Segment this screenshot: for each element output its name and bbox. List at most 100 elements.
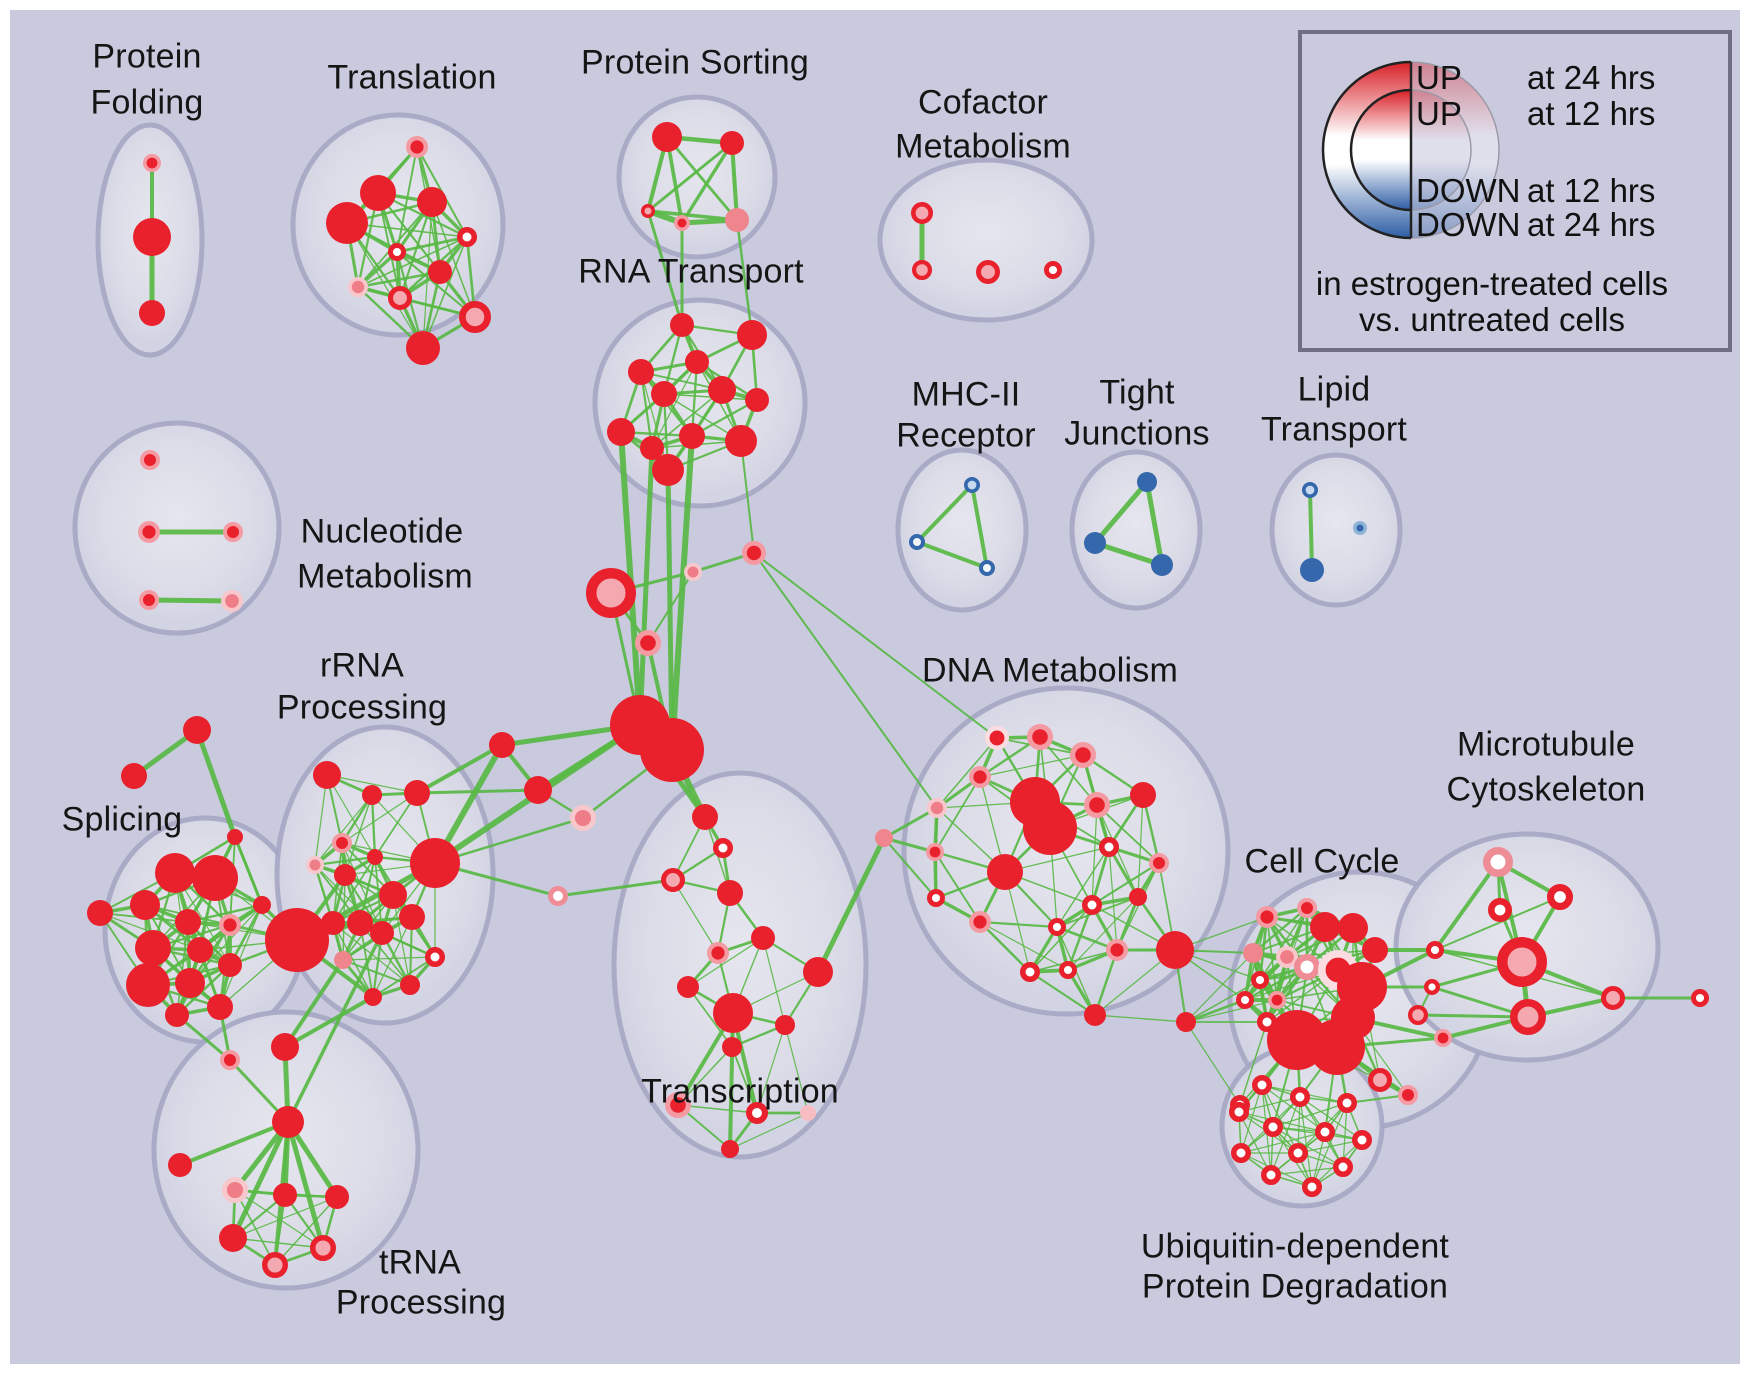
network-node-s-31 xyxy=(640,436,664,460)
network-node-s-69 xyxy=(187,937,213,963)
network-node-pr-120 xyxy=(1026,723,1053,750)
network-node-s-83 xyxy=(367,849,383,865)
network-mesh-edge xyxy=(729,1112,809,1150)
network-node-rw-166 xyxy=(1337,1093,1357,1113)
legend-up-12-label: UP xyxy=(1416,95,1462,132)
network-mesh-edge xyxy=(1091,804,1098,906)
network-node-rp-101 xyxy=(262,1251,289,1278)
network-node-s-97 xyxy=(273,1183,297,1207)
legend-up-24-time: at 24 hrs xyxy=(1527,59,1656,96)
network-node-rw-156 xyxy=(1235,990,1254,1009)
network-node-s-148 xyxy=(1362,937,1388,963)
network-node-rw-164 xyxy=(1252,1075,1272,1095)
network-node-pp-96 xyxy=(222,1176,249,1203)
network-node-s-1 xyxy=(133,218,171,256)
cluster-label-rna-transport: RNA Transport xyxy=(578,252,804,291)
network-node-pp-123 xyxy=(927,798,948,819)
network-node-p-124 xyxy=(875,829,893,847)
network-mesh-edge xyxy=(1240,1131,1326,1154)
network-node-s-103 xyxy=(271,1033,299,1061)
network-mesh-edge xyxy=(677,1104,758,1114)
cluster-label-lipid-transport: Transport xyxy=(1260,410,1408,449)
cluster-label-splicing: Splicing xyxy=(61,800,183,839)
network-edge xyxy=(285,1119,326,1251)
network-node-s-34 xyxy=(652,454,684,486)
network-mesh-edge xyxy=(1272,1126,1344,1168)
network-mesh-edge xyxy=(395,235,469,254)
network-node-pr-38 xyxy=(139,590,159,610)
network-node-rp-106 xyxy=(661,868,686,893)
network-mesh-edge xyxy=(431,201,476,318)
network-mesh-edge xyxy=(651,389,723,449)
network-mesh-edge xyxy=(680,141,734,225)
network-node-pr-155 xyxy=(1268,990,1287,1009)
network-node-pr-127 xyxy=(1083,791,1110,818)
network-edge xyxy=(1308,488,1314,572)
network-mesh-edge xyxy=(356,270,442,289)
network-mesh-edge xyxy=(756,1024,786,1114)
cluster-ellipse-protein-sorting xyxy=(616,94,778,260)
network-node-s-110 xyxy=(677,976,699,998)
network-node-rw-177 xyxy=(1546,884,1573,911)
network-mesh-edge xyxy=(1311,1102,1348,1188)
network-node-s-70 xyxy=(126,963,170,1007)
network-edge xyxy=(433,816,585,865)
network-node-s-13 xyxy=(406,331,440,365)
network-node-rw-165 xyxy=(1290,1087,1310,1107)
network-node-s-99 xyxy=(219,1224,247,1252)
cluster-label-ubiquitin: Protein Degradation xyxy=(1141,1267,1449,1306)
network-mesh-edge xyxy=(1056,846,1110,928)
network-node-s-111 xyxy=(803,957,833,987)
network-node-rw-171 xyxy=(1231,1143,1251,1163)
cluster-label-dna-metabolism: DNA Metabolism xyxy=(922,651,1178,690)
network-mesh-edge xyxy=(1094,1014,1187,1023)
network-node-s-63 xyxy=(192,855,238,901)
network-edge xyxy=(415,743,504,795)
network-node-rw-91 xyxy=(425,947,445,967)
network-node-s-114 xyxy=(775,1015,795,1035)
network-mesh-edge xyxy=(882,806,939,840)
network-node-pr-109 xyxy=(707,942,730,965)
network-node-pp-57 xyxy=(569,804,596,831)
network-node-s-89 xyxy=(370,921,394,945)
network-mesh-edge xyxy=(1090,845,1111,907)
network-mesh-edge xyxy=(1185,999,1278,1023)
network-node-pr-121 xyxy=(1069,741,1096,768)
network-mesh-edge xyxy=(392,894,411,986)
network-node-rw-169 xyxy=(1315,1122,1335,1142)
network-mesh-edge xyxy=(232,1196,338,1239)
legend-wheel-fade xyxy=(1411,62,1499,238)
network-mesh-edge xyxy=(882,836,938,900)
network-edge xyxy=(1092,540,1165,568)
cluster-label-tight-junctions: Tight xyxy=(1099,373,1175,412)
network-edge xyxy=(753,552,938,809)
network-mesh-edge xyxy=(1299,1096,1313,1188)
network-mesh-edge xyxy=(1093,948,1119,1017)
network-node-s-82 xyxy=(334,864,356,886)
network-node-s-55 xyxy=(489,732,515,758)
network-mesh-edge xyxy=(326,774,376,858)
cluster-ellipse-cofactor xyxy=(877,157,1095,323)
network-node-s-141 xyxy=(1156,931,1194,969)
network-mesh-edge xyxy=(372,916,413,998)
network-node-rw-154 xyxy=(1250,970,1269,989)
network-node-pr-67 xyxy=(218,914,241,937)
network-node-pw-58 xyxy=(548,886,568,906)
network-node-s-77 xyxy=(313,761,341,789)
network-mesh-edge xyxy=(646,141,734,213)
legend-wheel-left-arc-inner xyxy=(1349,88,1412,212)
cluster-label-tight-junctions: Junctions xyxy=(1064,414,1210,453)
network-node-s-98 xyxy=(325,1185,349,1209)
network-node-rw-175 xyxy=(1302,1177,1322,1197)
network-mesh-edge xyxy=(1029,949,1118,973)
network-node-rw-167 xyxy=(1229,1102,1249,1122)
network-mesh-edge xyxy=(1238,1096,1301,1113)
network-node-pp-10 xyxy=(347,276,368,297)
network-mesh-edge xyxy=(729,140,740,223)
network-node-s-118 xyxy=(721,1140,739,1158)
network-node-pp-39 xyxy=(220,590,243,613)
cluster-label-ubiquitin: Ubiquitin-dependent xyxy=(1140,1227,1450,1266)
network-mesh-edge xyxy=(342,956,436,961)
network-node-rp-16 xyxy=(641,204,655,218)
cluster-label-rrna-processing: Processing xyxy=(276,688,448,727)
